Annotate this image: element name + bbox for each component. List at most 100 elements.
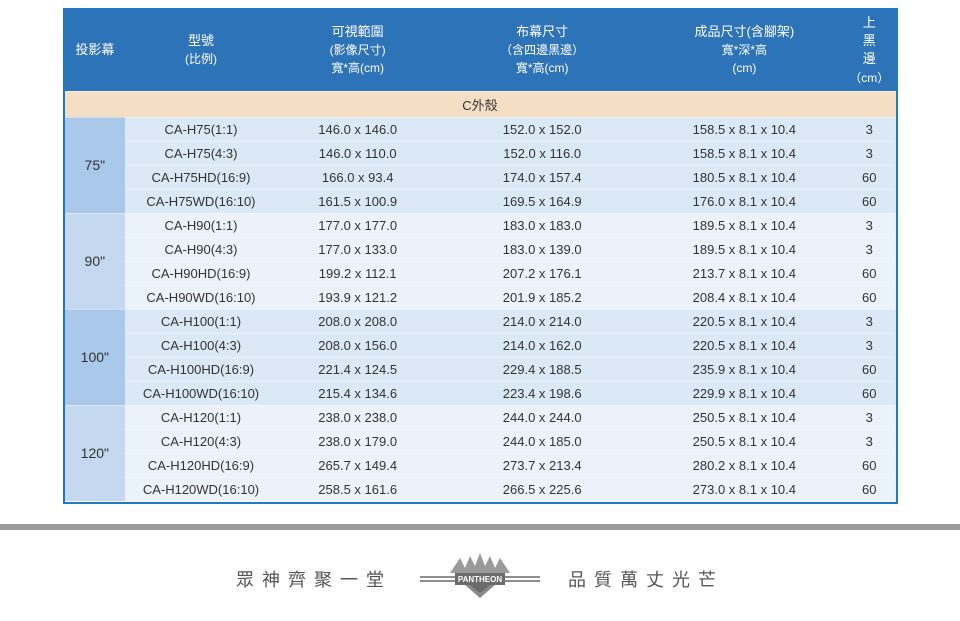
cell-fabric: 244.0 x 185.0 — [439, 429, 646, 453]
table-row: CA-H75HD(16:9)166.0 x 93.4174.0 x 157.41… — [65, 165, 896, 189]
cell-top: 3 — [843, 405, 896, 429]
footer-left-text: 眾神齊聚一堂 — [236, 566, 392, 592]
cell-top: 3 — [843, 429, 896, 453]
size-cell: 120" — [65, 405, 126, 501]
cell-top: 60 — [843, 381, 896, 405]
cell-visible: 199.2 x 112.1 — [277, 261, 439, 285]
table-row: CA-H90(4:3)177.0 x 133.0183.0 x 139.0189… — [65, 237, 896, 261]
size-cell: 100" — [65, 309, 126, 405]
cell-fabric: 152.0 x 152.0 — [439, 117, 646, 141]
spec-table-body: C外殼75"CA-H75(1:1)146.0 x 146.0152.0 x 15… — [65, 91, 896, 501]
header-topblack: 上 黑 邊 （cm） — [843, 10, 896, 91]
cell-fabric: 266.5 x 225.6 — [439, 477, 646, 501]
cell-top: 3 — [843, 309, 896, 333]
table-row: CA-H100(4:3)208.0 x 156.0214.0 x 162.022… — [65, 333, 896, 357]
cell-fabric: 201.9 x 185.2 — [439, 285, 646, 309]
header-screen: 投影幕 — [65, 10, 126, 91]
cell-fabric: 223.4 x 198.6 — [439, 381, 646, 405]
cell-visible: 258.5 x 161.6 — [277, 477, 439, 501]
size-cell: 90" — [65, 213, 126, 309]
cell-top: 3 — [843, 213, 896, 237]
cell-model: CA-H100(4:3) — [125, 333, 277, 357]
cell-top: 60 — [843, 189, 896, 213]
cell-fabric: 244.0 x 244.0 — [439, 405, 646, 429]
table-row: 75"CA-H75(1:1)146.0 x 146.0152.0 x 152.0… — [65, 117, 896, 141]
cell-visible: 208.0 x 208.0 — [277, 309, 439, 333]
svg-text:PANTHEON: PANTHEON — [458, 575, 503, 584]
cell-top: 60 — [843, 261, 896, 285]
cell-visible: 146.0 x 110.0 — [277, 141, 439, 165]
table-row: CA-H100HD(16:9)221.4 x 124.5229.4 x 188.… — [65, 357, 896, 381]
cell-visible: 238.0 x 179.0 — [277, 429, 439, 453]
cell-model: CA-H90WD(16:10) — [125, 285, 277, 309]
cell-top: 60 — [843, 357, 896, 381]
cell-product: 213.7 x 8.1 x 10.4 — [646, 261, 843, 285]
table-row: CA-H120HD(16:9)265.7 x 149.4273.7 x 213.… — [65, 453, 896, 477]
cell-model: CA-H100HD(16:9) — [125, 357, 277, 381]
cell-product: 220.5 x 8.1 x 10.4 — [646, 333, 843, 357]
cell-visible: 193.9 x 121.2 — [277, 285, 439, 309]
cell-top: 60 — [843, 285, 896, 309]
cell-fabric: 273.7 x 213.4 — [439, 453, 646, 477]
cell-top: 3 — [843, 141, 896, 165]
cell-fabric: 214.0 x 162.0 — [439, 333, 646, 357]
table-row: CA-H120(4:3)238.0 x 179.0244.0 x 185.025… — [65, 429, 896, 453]
cell-visible: 177.0 x 133.0 — [277, 237, 439, 261]
cell-product: 180.5 x 8.1 x 10.4 — [646, 165, 843, 189]
cell-model: CA-H120(1:1) — [125, 405, 277, 429]
cell-visible: 146.0 x 146.0 — [277, 117, 439, 141]
cell-visible: 238.0 x 238.0 — [277, 405, 439, 429]
cell-visible: 166.0 x 93.4 — [277, 165, 439, 189]
brand-logo: PANTHEON — [410, 548, 550, 611]
footer-right-text: 品質萬丈光芒 — [568, 566, 724, 592]
cell-top: 60 — [843, 165, 896, 189]
section-row: C外殼 — [65, 91, 896, 117]
cell-fabric: 183.0 x 139.0 — [439, 237, 646, 261]
spec-table-container: 投影幕 型號 (比例) 可視範圍 (影像尺寸) 寬*高(cm) 布幕尺寸 （含四… — [63, 8, 898, 504]
cell-fabric: 169.5 x 164.9 — [439, 189, 646, 213]
cell-product: 176.0 x 8.1 x 10.4 — [646, 189, 843, 213]
header-row: 投影幕 型號 (比例) 可視範圍 (影像尺寸) 寬*高(cm) 布幕尺寸 （含四… — [65, 10, 896, 91]
cell-fabric: 152.0 x 116.0 — [439, 141, 646, 165]
table-row: CA-H90WD(16:10)193.9 x 121.2201.9 x 185.… — [65, 285, 896, 309]
table-row: CA-H90HD(16:9)199.2 x 112.1207.2 x 176.1… — [65, 261, 896, 285]
cell-model: CA-H75(4:3) — [125, 141, 277, 165]
cell-model: CA-H120WD(16:10) — [125, 477, 277, 501]
cell-top: 3 — [843, 117, 896, 141]
cell-visible: 161.5 x 100.9 — [277, 189, 439, 213]
section-label: C外殼 — [65, 91, 896, 117]
header-model: 型號 (比例) — [125, 10, 277, 91]
cell-model: CA-H120HD(16:9) — [125, 453, 277, 477]
cell-product: 158.5 x 8.1 x 10.4 — [646, 141, 843, 165]
cell-visible: 208.0 x 156.0 — [277, 333, 439, 357]
table-row: CA-H100WD(16:10)215.4 x 134.6223.4 x 198… — [65, 381, 896, 405]
cell-product: 280.2 x 8.1 x 10.4 — [646, 453, 843, 477]
cell-fabric: 183.0 x 183.0 — [439, 213, 646, 237]
table-row: CA-H120WD(16:10)258.5 x 161.6266.5 x 225… — [65, 477, 896, 501]
cell-visible: 177.0 x 177.0 — [277, 213, 439, 237]
cell-product: 273.0 x 8.1 x 10.4 — [646, 477, 843, 501]
table-row: CA-H75(4:3)146.0 x 110.0152.0 x 116.0158… — [65, 141, 896, 165]
cell-top: 60 — [843, 453, 896, 477]
cell-fabric: 214.0 x 214.0 — [439, 309, 646, 333]
cell-product: 189.5 x 8.1 x 10.4 — [646, 213, 843, 237]
cell-visible: 265.7 x 149.4 — [277, 453, 439, 477]
cell-fabric: 229.4 x 188.5 — [439, 357, 646, 381]
cell-product: 208.4 x 8.1 x 10.4 — [646, 285, 843, 309]
footer: 眾神齊聚一堂 PANTHEON 品質萬丈光芒 — [0, 530, 960, 621]
table-row: CA-H75WD(16:10)161.5 x 100.9169.5 x 164.… — [65, 189, 896, 213]
cell-product: 250.5 x 8.1 x 10.4 — [646, 429, 843, 453]
table-row: 120"CA-H120(1:1)238.0 x 238.0244.0 x 244… — [65, 405, 896, 429]
cell-model: CA-H90HD(16:9) — [125, 261, 277, 285]
cell-model: CA-H100WD(16:10) — [125, 381, 277, 405]
cell-fabric: 174.0 x 157.4 — [439, 165, 646, 189]
cell-product: 189.5 x 8.1 x 10.4 — [646, 237, 843, 261]
cell-top: 3 — [843, 333, 896, 357]
cell-product: 220.5 x 8.1 x 10.4 — [646, 309, 843, 333]
header-product: 成品尺寸(含腳架) 寬*深*高 (cm) — [646, 10, 843, 91]
table-row: 90"CA-H90(1:1)177.0 x 177.0183.0 x 183.0… — [65, 213, 896, 237]
cell-model: CA-H100(1:1) — [125, 309, 277, 333]
cell-model: CA-H75(1:1) — [125, 117, 277, 141]
cell-fabric: 207.2 x 176.1 — [439, 261, 646, 285]
header-visible: 可視範圍 (影像尺寸) 寬*高(cm) — [277, 10, 439, 91]
